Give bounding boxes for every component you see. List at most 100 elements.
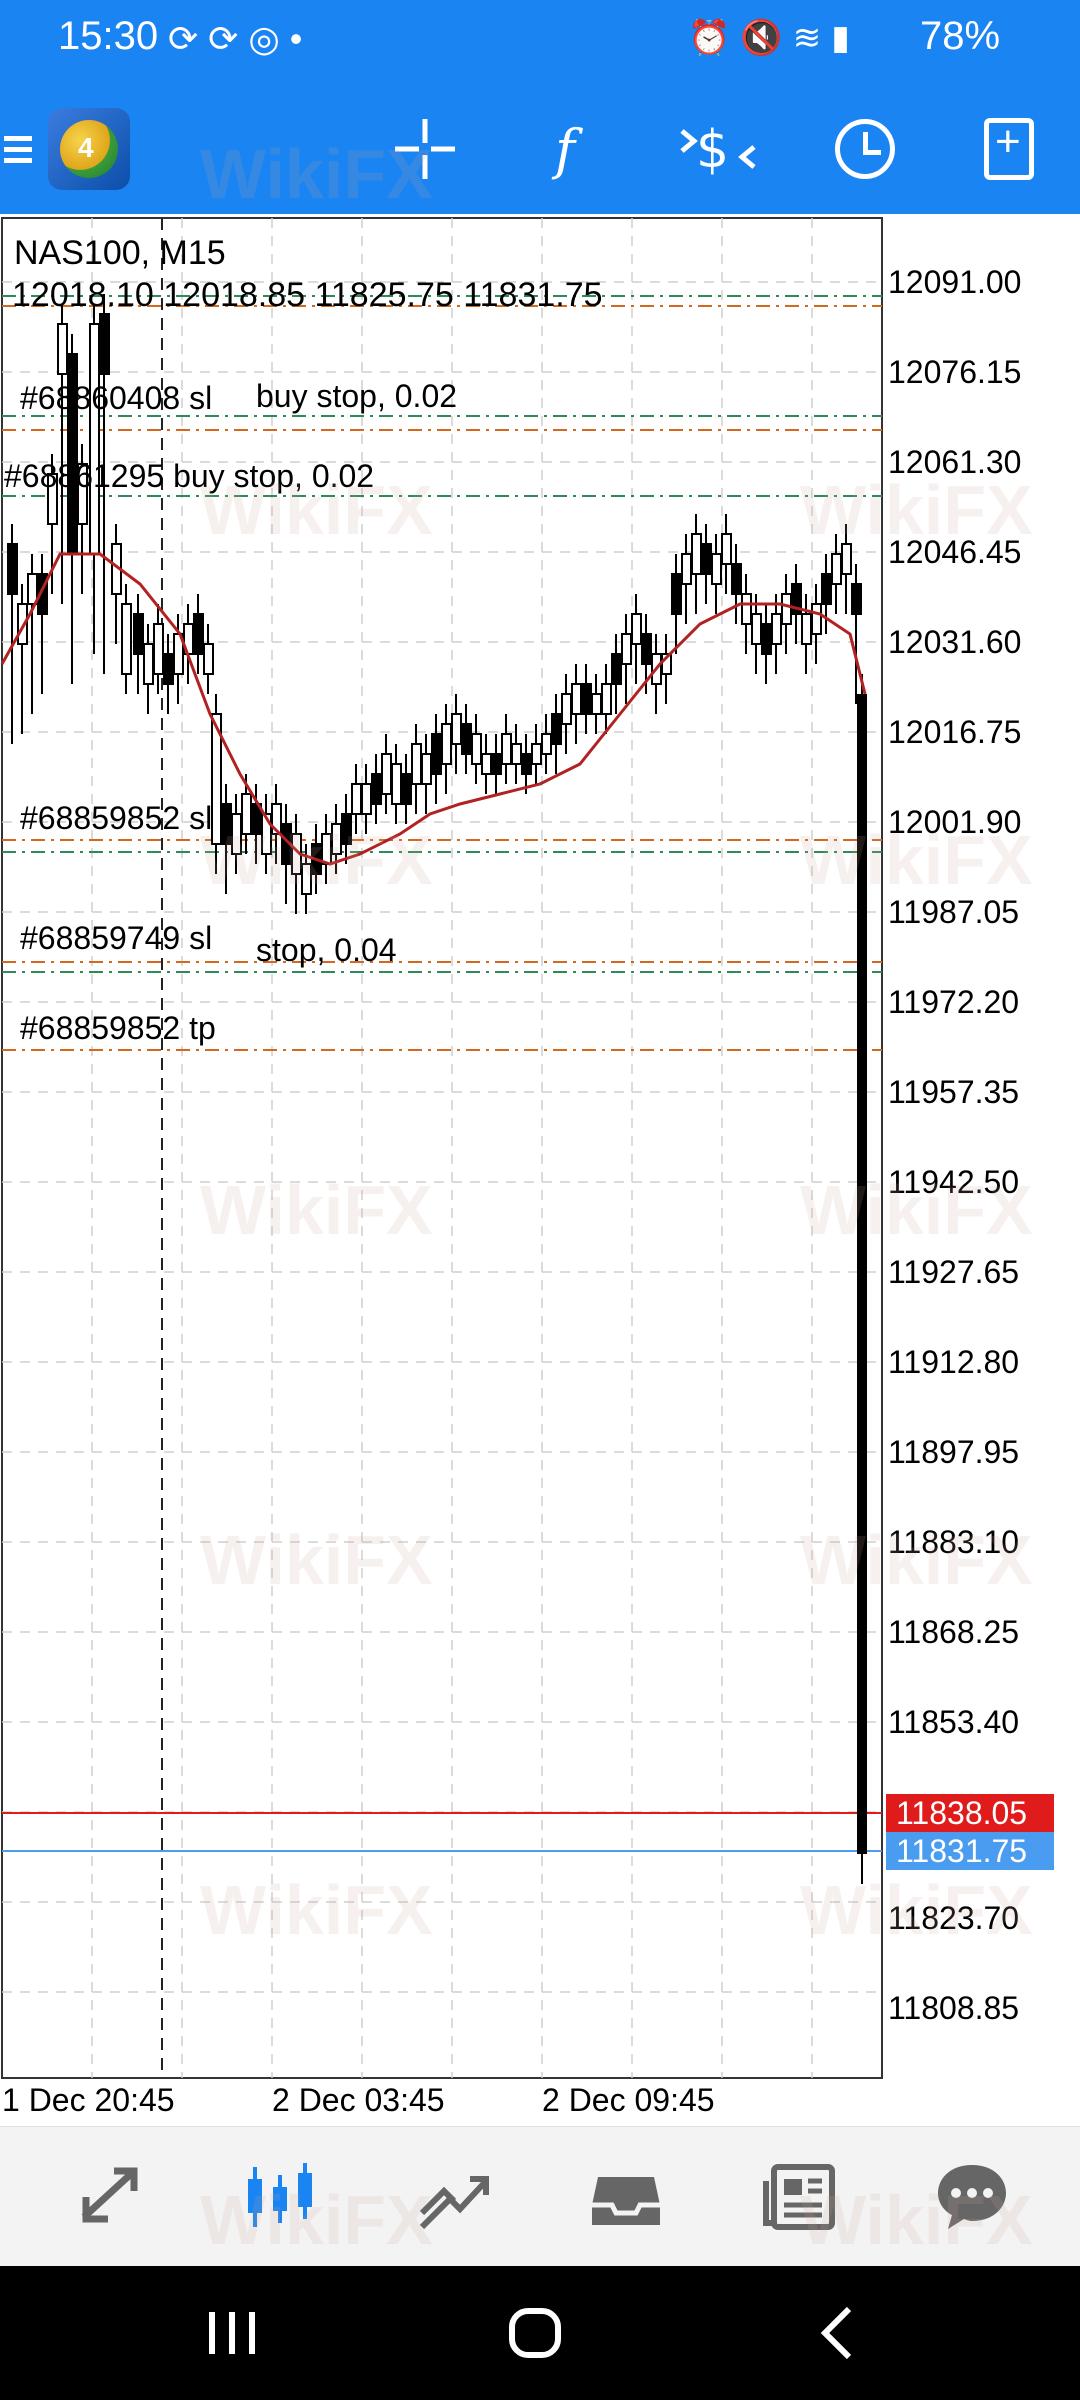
candle-body xyxy=(741,593,752,625)
candle-body xyxy=(761,623,772,655)
trade-icon[interactable]: $ xyxy=(668,94,768,204)
candle-body xyxy=(561,693,572,725)
candle-body xyxy=(331,823,342,855)
price-axis-label: 12076.15 xyxy=(888,354,1022,390)
candle-body xyxy=(571,683,582,715)
price-axis-label: 11897.95 xyxy=(888,1434,1020,1470)
candle-body xyxy=(99,313,110,375)
candle-body xyxy=(721,533,732,565)
candle-body xyxy=(781,593,792,625)
candle-body xyxy=(37,573,48,615)
dot-icon: • xyxy=(289,18,313,59)
candle-body xyxy=(841,543,852,575)
instagram-icon: ◎ xyxy=(248,18,290,59)
order-label[interactable]: stop, 0.04 xyxy=(256,932,397,968)
price-axis-label: 11987.05 xyxy=(888,894,1020,930)
candle-body xyxy=(671,573,682,615)
sync-icon: ⟳ xyxy=(168,18,209,59)
candle-body xyxy=(481,753,492,775)
price-axis-label: 12061.30 xyxy=(888,444,1022,480)
candle-body xyxy=(751,613,762,645)
status-bar: 15:30 ⟳⟳◎• ⏰🔇≋▮ 78% xyxy=(0,0,1080,80)
battery-level: 78% xyxy=(920,14,1001,58)
back-icon[interactable] xyxy=(768,2266,908,2400)
bid-price-tag: 11838.05 xyxy=(886,1794,1054,1832)
candle-body xyxy=(631,613,642,645)
candle-body xyxy=(341,813,352,845)
time-axis-label: 2 Dec 03:45 xyxy=(272,2082,445,2118)
candlestick-icon[interactable] xyxy=(220,2127,340,2267)
candle-body xyxy=(361,783,372,815)
candle-body xyxy=(431,733,442,775)
price-chart[interactable]: NAS100, M15 12018.10 12018.85 11825.75 1… xyxy=(0,214,1080,2124)
candle-body xyxy=(621,633,632,665)
candle-body xyxy=(611,653,622,685)
order-label[interactable]: #68861295 buy stop, 0.02 xyxy=(4,458,375,494)
new-order-icon[interactable] xyxy=(964,94,1054,204)
candle-body xyxy=(821,573,832,605)
candle-body xyxy=(401,773,412,805)
candle-body xyxy=(391,763,402,805)
order-label[interactable]: #68859852 tp xyxy=(20,1010,216,1046)
candle-body xyxy=(691,533,702,575)
candle-body xyxy=(89,323,100,555)
candle-body xyxy=(521,753,532,775)
notification-icons: ⟳⟳◎• xyxy=(168,18,312,60)
recent-apps-icon[interactable] xyxy=(162,2266,302,2400)
period-icon[interactable] xyxy=(820,94,910,204)
sync-icon: ⟳ xyxy=(208,18,249,59)
time-axis-label: 2 Dec 09:45 xyxy=(542,2082,715,2118)
quotes-icon[interactable] xyxy=(50,2127,170,2267)
candle-body xyxy=(851,583,862,615)
price-axis-label: 12016.75 xyxy=(888,714,1022,750)
chart-symbol: NAS100, M15 xyxy=(14,234,226,272)
candle-body xyxy=(451,713,462,745)
home-icon[interactable] xyxy=(466,2266,606,2400)
candle-body xyxy=(121,603,132,675)
price-axis-label: 12091.00 xyxy=(888,264,1022,300)
news-icon[interactable] xyxy=(740,2127,860,2267)
candle-body xyxy=(163,653,174,685)
trade-trend-icon[interactable] xyxy=(394,2127,514,2267)
candle-body xyxy=(701,543,712,575)
candle-body xyxy=(791,583,802,615)
function-icon[interactable]: f xyxy=(555,117,575,181)
status-time: 15:30 xyxy=(58,14,159,58)
chart-canvas[interactable] xyxy=(0,214,1080,2124)
price-axis-label: 11942.50 xyxy=(888,1164,1020,1200)
order-label[interactable]: #68859852 sl xyxy=(20,800,213,836)
candle-body xyxy=(681,553,692,585)
order-label[interactable]: #68859749 sl xyxy=(20,920,213,956)
candle-body xyxy=(47,473,58,525)
crosshair-icon[interactable] xyxy=(380,94,470,204)
price-axis-label: 11808.85 xyxy=(888,1990,1020,2026)
chart-ohlc: 12018.10 12018.85 11825.75 11831.75 xyxy=(12,276,603,314)
candle-body xyxy=(711,553,722,585)
candle-body xyxy=(241,793,252,835)
inbox-icon[interactable] xyxy=(566,2127,686,2267)
chat-icon[interactable] xyxy=(912,2127,1032,2267)
price-axis-label: 11823.70 xyxy=(888,1900,1020,1936)
alarm-icon: ⏰ xyxy=(688,19,741,57)
candle-body xyxy=(321,833,332,865)
order-label[interactable]: #68860408 sl xyxy=(20,380,213,416)
candle-body xyxy=(591,693,602,715)
candle-body xyxy=(221,803,232,845)
order-label[interactable]: buy stop, 0.02 xyxy=(256,378,458,414)
menu-icon[interactable] xyxy=(0,94,36,204)
candle-body xyxy=(551,713,562,745)
moving-average-line xyxy=(0,552,867,866)
price-axis-label: 11972.20 xyxy=(888,984,1020,1020)
price-axis-label: 11927.65 xyxy=(888,1254,1020,1290)
candle-body xyxy=(581,683,592,715)
price-axis-label: 11912.80 xyxy=(888,1344,1020,1380)
system-icons: ⏰🔇≋▮ xyxy=(688,18,860,58)
candle-body xyxy=(271,803,282,835)
price-axis-label: 11868.25 xyxy=(888,1614,1020,1650)
candle-body xyxy=(801,613,812,645)
candle-body xyxy=(153,623,164,675)
candle-body xyxy=(57,323,68,375)
candle-body xyxy=(471,733,482,765)
metatrader-logo[interactable]: 4 xyxy=(44,94,134,204)
mute-icon: 🔇 xyxy=(740,19,793,57)
